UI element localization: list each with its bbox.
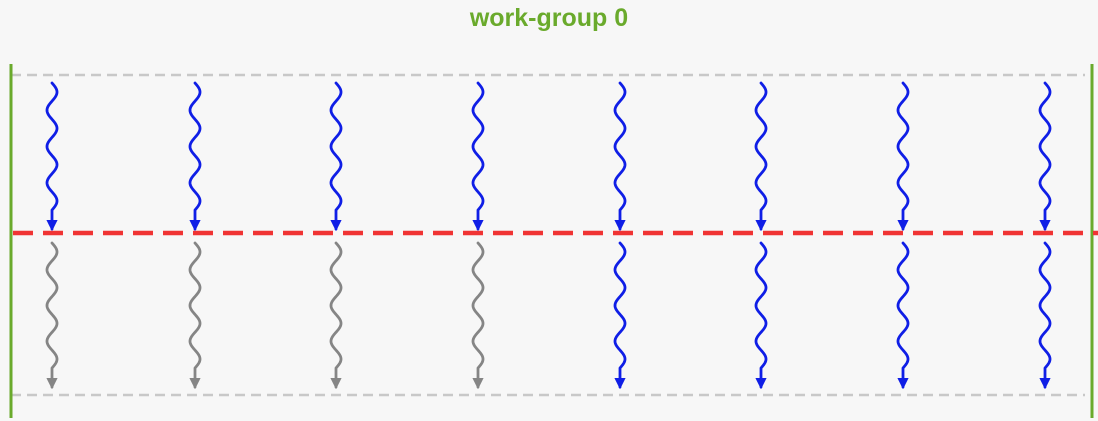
work-item-0 [45,81,59,390]
work-item-2 [329,81,343,390]
work-group-title: work-group 0 [469,4,629,32]
thread-after-barrier [471,241,485,390]
work-group-boundaries [9,64,1094,418]
thread-after-barrier [1038,241,1052,390]
thread-after-barrier [329,241,343,390]
thread-after-barrier [896,241,910,390]
thread-after-barrier [188,241,202,390]
work-item-1 [188,81,202,390]
work-item-4 [613,81,627,390]
thread-before-barrier [188,81,202,232]
thread-before-barrier [471,81,485,232]
thread-after-barrier [613,241,627,390]
work-item-5 [754,81,768,390]
thread-before-barrier [45,81,59,232]
work-item-threads [45,81,1052,390]
work-item-3 [471,81,485,390]
thread-before-barrier [896,81,910,232]
work-item-6 [896,81,910,390]
thread-before-barrier [754,81,768,232]
thread-after-barrier [45,241,59,390]
guide-lines [11,73,1085,397]
thread-after-barrier [754,241,768,390]
thread-before-barrier [1038,81,1052,232]
thread-before-barrier [613,81,627,232]
work-item-7 [1038,81,1052,390]
thread-before-barrier [329,81,343,232]
